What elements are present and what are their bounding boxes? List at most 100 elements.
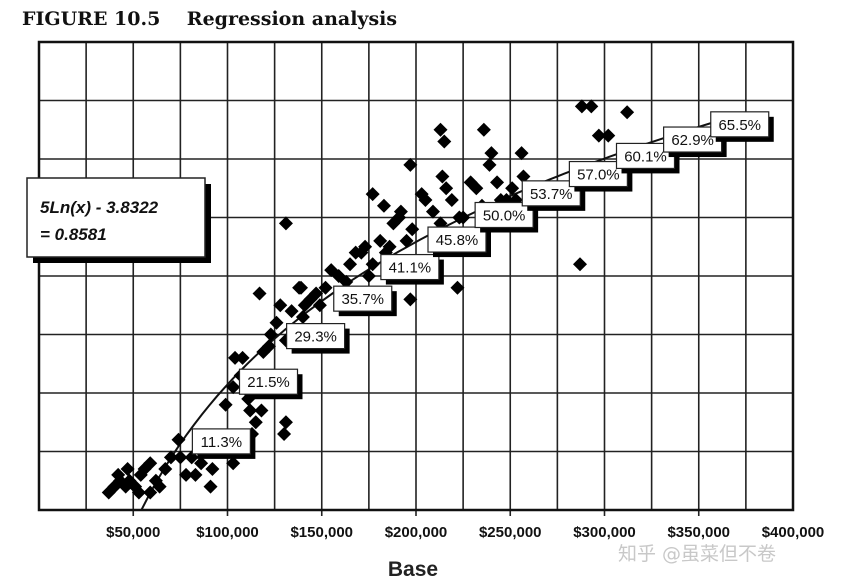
trend-label-text: 50.0% <box>483 208 526 225</box>
figure-title: FIGURE 10.5 Regression analysis <box>22 8 398 30</box>
trend-label: 35.7% <box>333 285 397 317</box>
data-point <box>373 233 388 248</box>
trend-label: 53.7% <box>521 180 586 211</box>
data-point <box>318 280 333 295</box>
trend-label-text: 21.5% <box>247 374 290 391</box>
data-point <box>188 467 203 482</box>
data-point <box>158 462 173 477</box>
data-point <box>205 462 220 477</box>
data-point <box>403 157 418 172</box>
data-point <box>120 462 135 477</box>
data-point <box>111 467 126 482</box>
data-point <box>358 239 373 254</box>
data-point <box>343 257 358 272</box>
data-point <box>295 309 310 324</box>
trend-label-text: 53.7% <box>530 186 573 203</box>
equation-box: 5Ln(x) - 3.8322 = 0.8581 <box>26 177 211 263</box>
data-point <box>572 257 587 272</box>
data-point <box>277 426 292 441</box>
data-point <box>203 479 218 494</box>
data-point <box>228 350 243 365</box>
trend-label-text: 11.3% <box>201 434 242 451</box>
data-point <box>505 181 520 196</box>
trend-label-text: 29.3% <box>294 329 337 346</box>
trend-label: 50.0% <box>474 201 539 233</box>
data-point <box>490 175 505 190</box>
data-point <box>365 257 380 272</box>
equation-text: 5Ln(x) - 3.8322 <box>40 198 159 217</box>
data-point <box>173 450 188 465</box>
r-squared-text: = 0.8581 <box>40 225 107 244</box>
trend-label-box <box>238 368 299 395</box>
data-point <box>482 157 497 172</box>
data-point <box>444 192 459 207</box>
trend-label-box <box>191 428 251 455</box>
data-point <box>179 467 194 482</box>
trend-label: 45.8% <box>427 226 491 258</box>
trend-label-box <box>710 111 770 138</box>
x-tick-label: $150,000 <box>290 524 353 541</box>
x-tick-label: $100,000 <box>196 524 259 541</box>
trend-label-box <box>286 322 346 350</box>
data-point <box>339 274 354 289</box>
trend-label-box <box>427 226 487 253</box>
data-point <box>226 380 241 395</box>
data-point <box>143 485 158 500</box>
data-point <box>143 456 158 471</box>
x-tick-labels: $50,000 $100,000 $150,000 $200,000 $250,000 $… <box>106 524 824 541</box>
trend-label-text: 57.0% <box>577 167 620 184</box>
trend-label-text: 45.8% <box>436 232 479 249</box>
data-point <box>365 187 380 202</box>
trend-label-box <box>333 285 393 312</box>
data-point <box>269 315 284 330</box>
data-point <box>252 286 267 301</box>
data-point <box>620 105 635 120</box>
data-point <box>393 204 408 219</box>
data-point <box>361 269 376 283</box>
data-point <box>263 327 278 342</box>
trend-label: 29.3% <box>286 322 350 354</box>
data-point <box>399 233 414 248</box>
trend-label-text: 35.7% <box>341 291 384 308</box>
data-point <box>278 415 293 430</box>
trend-label-text: 60.1% <box>624 148 667 165</box>
plot-frame <box>37 40 795 512</box>
trend-label-box <box>474 201 534 229</box>
x-tick-label: $300,000 <box>573 524 636 541</box>
data-point <box>376 198 391 213</box>
data-point <box>476 122 491 137</box>
trend-label-box <box>568 160 628 188</box>
trend-label: 41.1% <box>380 253 444 285</box>
data-point <box>273 298 288 313</box>
data-point <box>284 304 299 319</box>
data-point <box>484 146 499 161</box>
data-point <box>194 456 209 471</box>
trend-label: 57.0% <box>568 160 633 192</box>
trend-label-text: 65.5% <box>718 117 761 134</box>
x-tick-label: $200,000 <box>385 524 448 541</box>
data-point <box>403 292 418 307</box>
trend-labels: 11.3% 21.5% 29.3% 35.7% 41.1%45.8%50.0%53.7%… <box>191 111 774 459</box>
data-point <box>248 415 263 430</box>
data-point <box>418 192 433 207</box>
x-axis-label: Base <box>388 558 438 581</box>
data-point <box>152 479 167 494</box>
data-point <box>226 456 241 471</box>
trend-label-text: 41.1% <box>389 260 432 277</box>
data-point <box>382 239 397 254</box>
x-tick-label: $350,000 <box>667 524 730 541</box>
data-point <box>254 403 269 418</box>
data-point <box>514 146 529 161</box>
data-point <box>118 479 133 494</box>
data-point <box>433 122 448 137</box>
data-point <box>601 128 616 143</box>
data-point <box>591 128 606 143</box>
grid <box>39 42 793 516</box>
x-tick-label: $250,000 <box>479 524 542 541</box>
data-point <box>131 485 146 500</box>
data-point <box>456 210 471 225</box>
data-point <box>469 181 484 196</box>
trend-label: 21.5% <box>238 368 303 400</box>
data-point <box>243 403 258 418</box>
